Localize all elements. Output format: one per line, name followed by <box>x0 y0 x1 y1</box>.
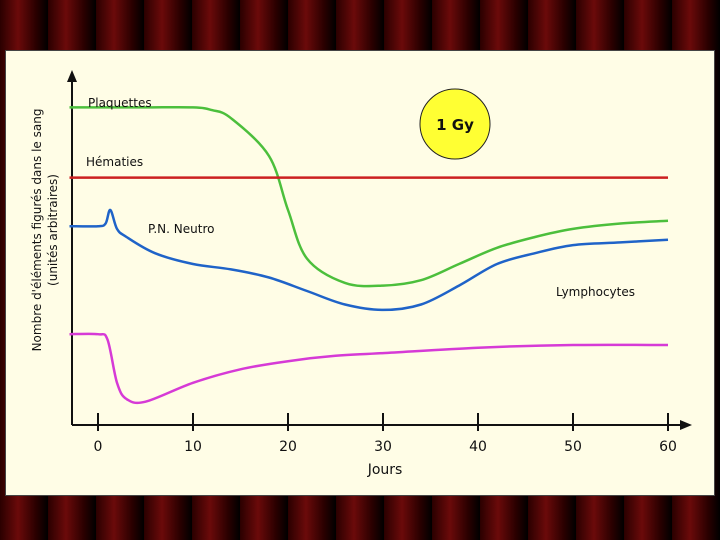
x-tick-label-40: 40 <box>469 439 487 455</box>
x-axis-label: Jours <box>367 462 403 478</box>
x-tick-label-50: 50 <box>564 439 582 455</box>
x-ticks: 0 10 20 30 40 50 60 <box>94 413 677 455</box>
dose-badge-label: 1 Gy <box>436 116 474 134</box>
x-tick-label-0: 0 <box>94 439 103 455</box>
series-label-plaquettes: Plaquettes <box>88 96 152 110</box>
series-line-lymphocytes <box>69 332 669 405</box>
y-axis-arrow <box>67 70 77 82</box>
series-label-hematies: Hématies <box>86 155 143 169</box>
dose-badge <box>419 88 491 160</box>
series-line-p-n-neutro <box>69 208 669 312</box>
x-tick-label-60: 60 <box>659 439 677 455</box>
x-tick-label-20: 20 <box>279 439 297 455</box>
x-axis-arrow <box>680 420 692 430</box>
y-axis-label-line2: (unités arbitraires) <box>46 174 60 286</box>
series-line-plaquettes <box>69 105 669 288</box>
series-label-pn-neutro: P.N. Neutro <box>148 222 214 236</box>
y-axis-label-line1: Nombre d'éléments figurés dans le sang <box>30 109 44 352</box>
series-lines <box>69 105 669 405</box>
series-label-lymphocytes: Lymphocytes <box>556 285 635 299</box>
x-tick-label-30: 30 <box>374 439 392 455</box>
chart-panel <box>5 50 715 496</box>
x-tick-label-10: 10 <box>184 439 202 455</box>
